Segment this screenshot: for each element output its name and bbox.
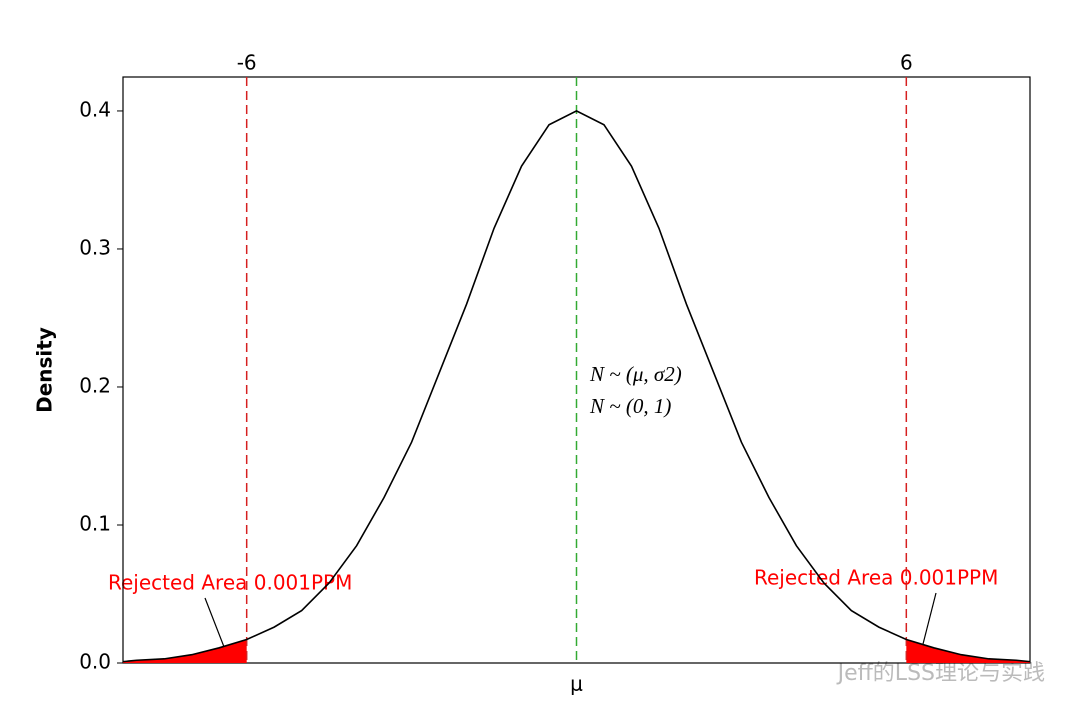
y-tick-label: 0.3 xyxy=(79,235,111,259)
x-tick-label: μ xyxy=(570,672,583,696)
rejected-area xyxy=(123,639,247,663)
density-curve xyxy=(122,110,1031,663)
top-tick-label: 6 xyxy=(900,51,913,75)
rejected-label: Rejected Area 0.001PPM xyxy=(108,571,352,595)
y-tick-label: 0.2 xyxy=(79,373,111,397)
y-axis-label: Density xyxy=(33,327,57,413)
rejected-area xyxy=(906,639,1030,663)
y-tick-label: 0.4 xyxy=(79,97,111,121)
annotation: N ~ (μ, σ2) xyxy=(589,362,682,386)
y-tick-label: 0.1 xyxy=(79,511,111,535)
pointer xyxy=(921,592,937,649)
y-tick-label: 0.0 xyxy=(79,650,111,674)
pointer xyxy=(204,597,227,653)
watermark: Jeff的LSS理论与实践 xyxy=(836,661,1045,686)
annotation: N ~ (0, 1) xyxy=(589,394,671,418)
rejected-label: Rejected Area 0.001PPM xyxy=(754,566,998,590)
top-tick-label: -6 xyxy=(237,51,257,75)
